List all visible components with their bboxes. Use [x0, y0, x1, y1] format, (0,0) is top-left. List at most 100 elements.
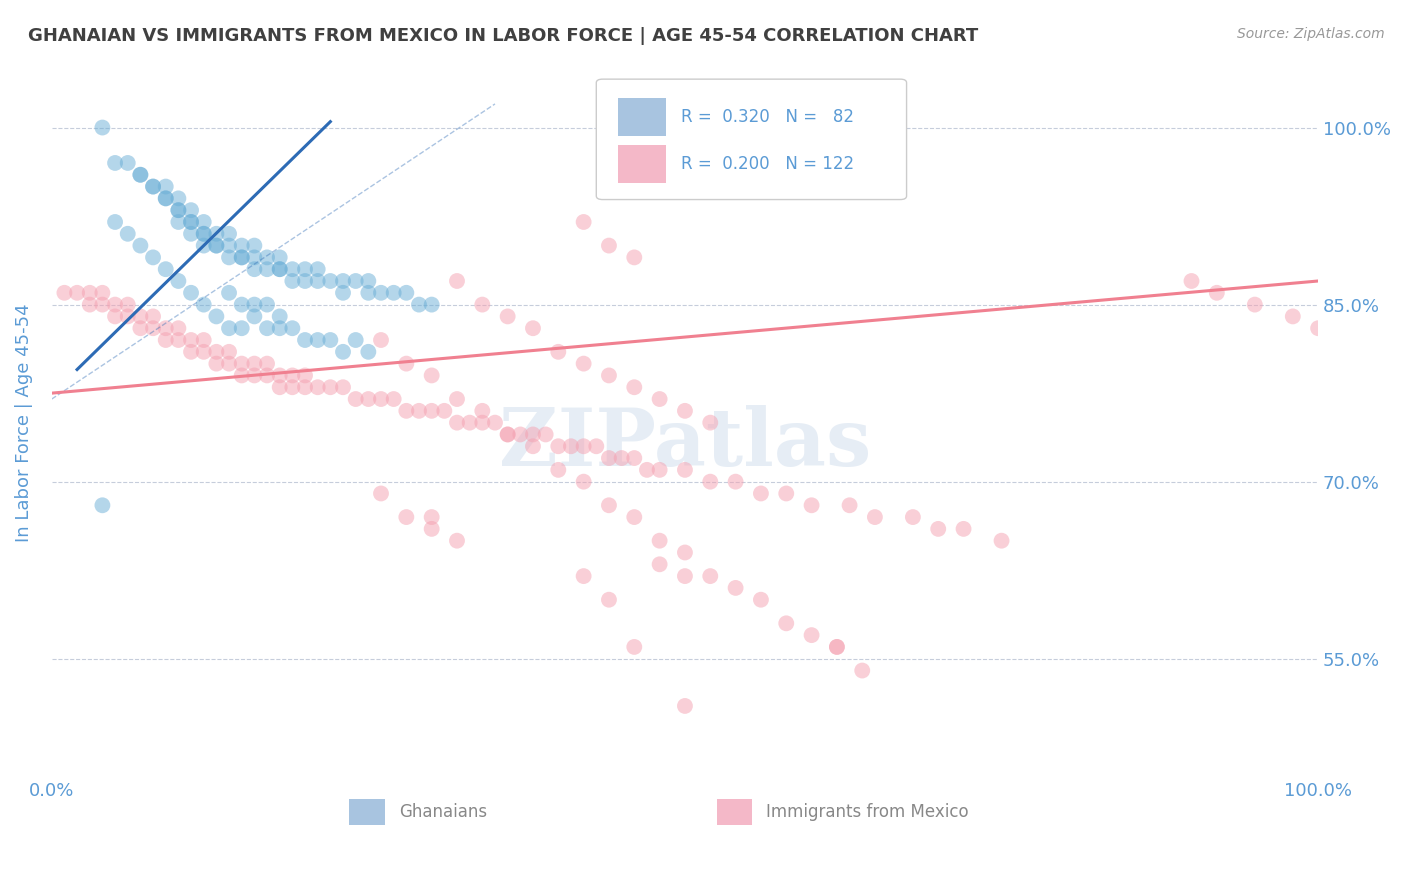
Point: [370, 392, 392, 406]
Point: [167, 203, 190, 218]
Point: [598, 498, 620, 512]
Point: [370, 486, 392, 500]
Point: [243, 297, 266, 311]
Point: [623, 451, 645, 466]
Point: [117, 310, 139, 324]
Point: [825, 640, 848, 654]
Point: [598, 592, 620, 607]
Point: [952, 522, 974, 536]
Point: [332, 344, 354, 359]
Point: [496, 310, 519, 324]
Text: GHANAIAN VS IMMIGRANTS FROM MEXICO IN LABOR FORCE | AGE 45-54 CORRELATION CHART: GHANAIAN VS IMMIGRANTS FROM MEXICO IN LA…: [28, 27, 979, 45]
Point: [344, 392, 367, 406]
Point: [53, 285, 76, 300]
Point: [572, 215, 595, 229]
Bar: [617, 97, 666, 136]
Point: [395, 285, 418, 300]
Point: [281, 368, 304, 383]
Point: [800, 628, 823, 642]
Point: [610, 451, 633, 466]
Point: [167, 191, 190, 205]
Text: Immigrants from Mexico: Immigrants from Mexico: [766, 803, 969, 822]
Point: [167, 274, 190, 288]
Point: [142, 179, 165, 194]
Point: [180, 285, 202, 300]
Point: [205, 357, 228, 371]
Point: [155, 179, 177, 194]
Point: [155, 191, 177, 205]
Point: [357, 285, 380, 300]
Text: Ghanaians: Ghanaians: [399, 803, 486, 822]
Point: [572, 357, 595, 371]
Point: [838, 498, 860, 512]
Point: [180, 203, 202, 218]
Point: [1180, 274, 1202, 288]
Point: [699, 569, 721, 583]
Point: [673, 569, 696, 583]
Point: [294, 262, 316, 277]
Point: [851, 664, 873, 678]
Point: [433, 404, 456, 418]
Point: [1243, 297, 1265, 311]
Point: [648, 392, 671, 406]
Point: [458, 416, 481, 430]
Point: [648, 533, 671, 548]
Point: [142, 251, 165, 265]
Point: [193, 215, 215, 229]
Point: [484, 416, 506, 430]
Point: [775, 486, 797, 500]
Point: [901, 510, 924, 524]
Text: Source: ZipAtlas.com: Source: ZipAtlas.com: [1237, 27, 1385, 41]
Point: [167, 215, 190, 229]
Bar: [717, 799, 752, 825]
Y-axis label: In Labor Force | Age 45-54: In Labor Force | Age 45-54: [15, 303, 32, 542]
Point: [357, 392, 380, 406]
Point: [927, 522, 949, 536]
Point: [572, 439, 595, 453]
Point: [269, 262, 291, 277]
Point: [344, 333, 367, 347]
Point: [155, 191, 177, 205]
Point: [129, 310, 152, 324]
Point: [193, 333, 215, 347]
Point: [395, 510, 418, 524]
Point: [129, 168, 152, 182]
Point: [193, 238, 215, 252]
Point: [79, 285, 101, 300]
Point: [269, 321, 291, 335]
Point: [623, 380, 645, 394]
Point: [243, 368, 266, 383]
Point: [547, 463, 569, 477]
Point: [585, 439, 607, 453]
Point: [1281, 310, 1303, 324]
Point: [167, 333, 190, 347]
Point: [294, 274, 316, 288]
Point: [395, 404, 418, 418]
Point: [420, 297, 443, 311]
Point: [155, 321, 177, 335]
Point: [205, 238, 228, 252]
Point: [155, 262, 177, 277]
Point: [496, 427, 519, 442]
Point: [395, 357, 418, 371]
Point: [408, 297, 430, 311]
Point: [167, 203, 190, 218]
Point: [547, 439, 569, 453]
Point: [294, 333, 316, 347]
Point: [648, 463, 671, 477]
Point: [420, 368, 443, 383]
Point: [281, 262, 304, 277]
Point: [509, 427, 531, 442]
Point: [319, 333, 342, 347]
Point: [231, 251, 253, 265]
Point: [243, 251, 266, 265]
Point: [775, 616, 797, 631]
Point: [180, 344, 202, 359]
Point: [294, 380, 316, 394]
Point: [446, 416, 468, 430]
Text: R =  0.200   N = 122: R = 0.200 N = 122: [681, 155, 855, 173]
Point: [522, 439, 544, 453]
Point: [560, 439, 582, 453]
Point: [471, 297, 494, 311]
Point: [319, 274, 342, 288]
